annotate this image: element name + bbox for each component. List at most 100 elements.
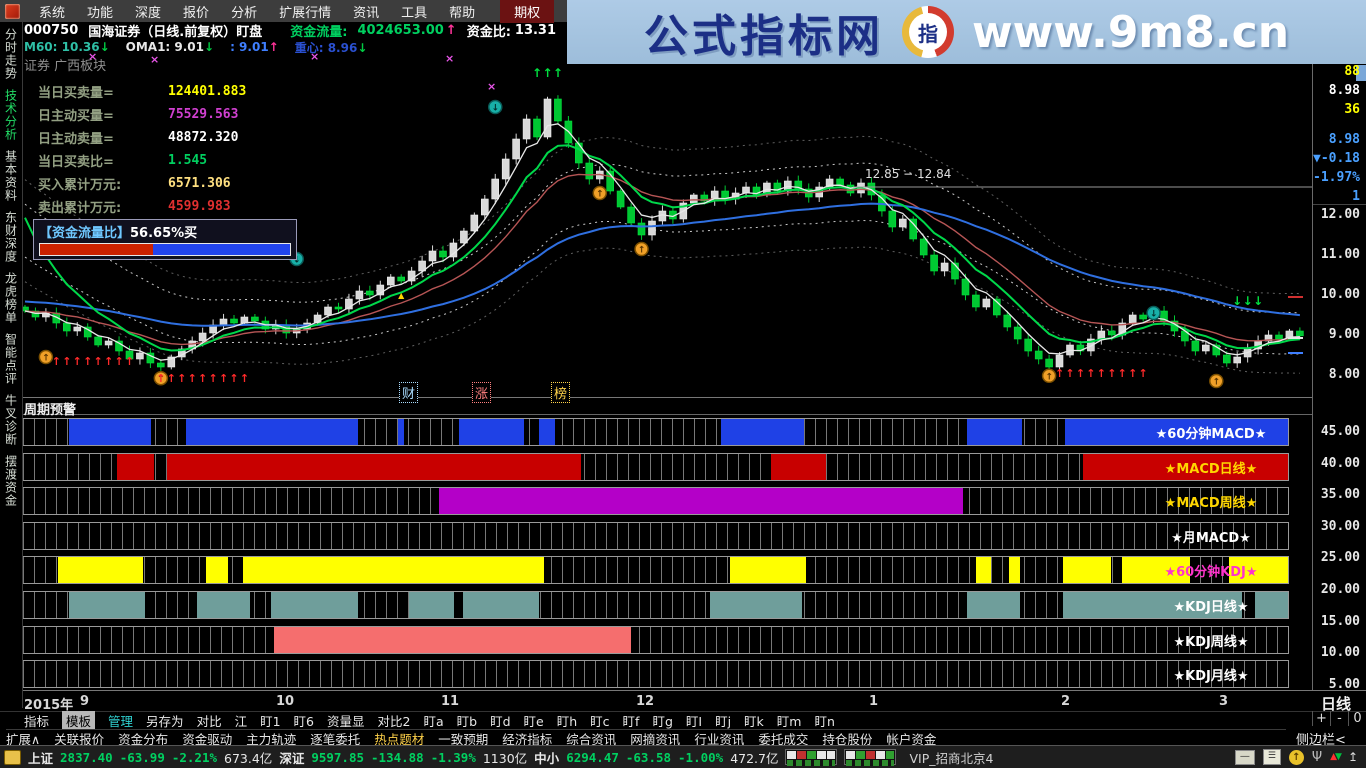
tab-委托成交[interactable]: 委托成交 — [758, 731, 809, 747]
tab-盯m[interactable]: 盯m — [776, 713, 802, 729]
candlestick-chart[interactable]: ↑↑↑↑↑↑↓↓↓↑ ↑ ↑ ↑ ↑ ↑ ↑ ↑↑ ↑ ↑ ↑ ↑ ↑ ↑ ↑ ↑ ↑ ↑ ↑ ↑ ↑ ↑ ↑ ↑ ↑↑ ↑ ↑↓ ↓… — [22, 64, 1314, 398]
tab-扩展∧[interactable]: 扩展∧ — [6, 731, 41, 747]
tab-盯d[interactable]: 盯d — [490, 713, 511, 729]
sidebar-item-龙虎榜单[interactable]: 龙虎榜单 — [3, 272, 18, 324]
sidebar-item-牛叉诊断[interactable]: 牛叉诊断 — [3, 394, 18, 446]
tab-盯k[interactable]: 盯k — [744, 713, 764, 729]
cross-mark-icon: × — [150, 53, 160, 66]
axis-price-marker — [1288, 352, 1303, 354]
tab-逐笔委托[interactable]: 逐笔委托 — [310, 731, 361, 747]
alert-axis-tick: 25.00 — [1320, 550, 1360, 565]
trend-arrow-icon: ↓ — [99, 40, 110, 54]
menu-item-资讯[interactable]: 资讯 — [353, 5, 380, 21]
tab-盯I[interactable]: 盯I — [685, 713, 703, 729]
ma-value: 重心: 8.96↓ — [294, 40, 368, 55]
sidebar-item-东财深度[interactable]: 东财深度 — [3, 211, 18, 263]
menu-item-扩展行情[interactable]: 扩展行情 — [279, 5, 332, 21]
tab-行业资讯[interactable]: 行业资讯 — [694, 731, 745, 747]
tab-盯1[interactable]: 盯1 — [260, 713, 281, 729]
sidebar-item-智能点评[interactable]: 智能点评 — [3, 333, 18, 385]
menu-item-报价[interactable]: 报价 — [183, 5, 210, 21]
tab-对比[interactable]: 对比 — [196, 713, 222, 729]
tab-模板[interactable]: 模板 — [62, 710, 96, 730]
menu-item-帮助[interactable]: 帮助 — [449, 5, 476, 21]
tab-管理[interactable]: 管理 — [108, 713, 134, 729]
money-flow-value: 4599.983 — [168, 199, 231, 214]
sidebar-item-技术分析[interactable]: 技术分析 — [3, 89, 18, 141]
alert-row-2: ★MACD日线★ — [22, 453, 1289, 481]
alert-icon[interactable]: ↥ — [1347, 750, 1358, 764]
tab-资金驱动[interactable]: 资金驱动 — [182, 731, 233, 747]
tab-关联报价[interactable]: 关联报价 — [54, 731, 105, 747]
hot-word[interactable]: 财 — [399, 382, 419, 403]
tab-综合资讯[interactable]: 综合资讯 — [566, 731, 617, 747]
tab-另存为[interactable]: 另存为 — [146, 713, 184, 729]
folder-icon[interactable] — [4, 749, 21, 765]
tab-江[interactable]: 江 — [234, 713, 248, 729]
alert-axis-tick: 45.00 — [1320, 424, 1360, 439]
tab-热点题材[interactable]: 热点题材 — [374, 731, 425, 747]
price-axis-tick: 11.00 — [1320, 247, 1360, 262]
tab-盯h[interactable]: 盯h — [556, 713, 578, 729]
minimize-icon[interactable]: — — [1234, 749, 1255, 765]
menu-item-分析[interactable]: 分析 — [231, 5, 258, 21]
menu-item-功能[interactable]: 功能 — [87, 5, 114, 21]
sidebar-item-基本资料[interactable]: 基本资料 — [3, 150, 18, 202]
tab-盯b[interactable]: 盯b — [456, 713, 478, 729]
updown-icon[interactable]: ▲▼ — [1330, 752, 1342, 762]
sidebar-item-摆渡资金[interactable]: 摆渡资金 — [3, 455, 18, 507]
tab-帐户资金[interactable]: 帐户资金 — [886, 731, 937, 747]
market-heat-widget[interactable] — [785, 749, 838, 766]
tab-盯n[interactable]: 盯n — [814, 713, 835, 729]
antenna-icon[interactable]: Ψ — [1311, 749, 1323, 765]
menu-bar: 系统 功能 深度 报价 分析 扩展行情 资讯 工具 帮助 期权 — [0, 0, 567, 23]
menu-item-深度[interactable]: 深度 — [135, 5, 162, 21]
svg-text:↑: ↑ — [208, 372, 217, 385]
tab-一致预期[interactable]: 一致预期 — [438, 731, 489, 747]
scrollbar-thumb[interactable] — [1356, 65, 1366, 81]
market-heat-widget[interactable] — [844, 749, 897, 766]
sidebar-item-分时走势[interactable]: 分时走势 — [3, 28, 18, 80]
zoom-in-button[interactable]: + — [1312, 711, 1330, 726]
fund-flow-label: 资金流量: — [290, 25, 348, 40]
svg-text:↑: ↑ — [1076, 367, 1085, 380]
tab-资量显[interactable]: 资量显 — [327, 713, 365, 729]
zoom-reset-button[interactable]: 0 — [1348, 711, 1366, 726]
menu-item-系统[interactable]: 系统 — [39, 5, 66, 21]
time-axis-label: 12 — [636, 694, 655, 709]
hot-word[interactable]: 榜 — [551, 382, 571, 403]
tab-经济指标[interactable]: 经济指标 — [502, 731, 553, 747]
svg-text:↑: ↑ — [1065, 367, 1074, 380]
app-logo-icon[interactable] — [5, 3, 20, 19]
period-label[interactable]: 日线 — [1320, 695, 1351, 713]
quote-value: ▼-0.18 — [1313, 151, 1360, 166]
left-sidebar: 分时走势技术分析基本资料东财深度龙虎榜单智能点评牛叉诊断摆渡资金 — [0, 22, 23, 708]
tab-盯f[interactable]: 盯f — [622, 713, 640, 729]
menu-item-期权[interactable]: 期权 — [500, 0, 555, 23]
coin-icon[interactable]: ↑ — [1288, 749, 1304, 765]
tab-对比2[interactable]: 对比2 — [377, 713, 411, 729]
alert-axis-tick: 15.00 — [1320, 614, 1360, 629]
tab-盯c[interactable]: 盯c — [590, 713, 610, 729]
sidebar-toggle[interactable]: 侧边栏< — [1296, 733, 1346, 748]
zoom-out-button[interactable]: - — [1330, 711, 1348, 726]
tab-盯e[interactable]: 盯e — [523, 713, 544, 729]
fund-flow-value: 4024653.00 — [357, 23, 444, 38]
tab-资金分布[interactable]: 资金分布 — [118, 731, 169, 747]
tab-主力轨迹[interactable]: 主力轨迹 — [246, 731, 297, 747]
menu-item-工具[interactable]: 工具 — [401, 5, 428, 21]
ma-indicator-row: M60: 10.36↓ OMA1: 9.01↓: 9.01↑ 重心: 8.96↓ — [24, 39, 367, 55]
tab-盯g[interactable]: 盯g — [652, 713, 673, 729]
tab-盯j[interactable]: 盯j — [715, 713, 732, 729]
tab-指标[interactable]: 指标 — [24, 713, 50, 729]
tab-持仓股份[interactable]: 持仓股份 — [822, 731, 873, 747]
hot-word[interactable]: 涨 — [472, 382, 492, 403]
tab-盯6[interactable]: 盯6 — [293, 713, 314, 729]
quote-value: 1 — [1352, 189, 1360, 204]
time-axis-label: 1 — [869, 694, 879, 709]
svg-text:↑: ↑ — [532, 66, 542, 80]
svg-text:↑: ↑ — [125, 355, 134, 368]
tab-盯a[interactable]: 盯a — [423, 713, 444, 729]
list-icon[interactable]: ☰ — [1262, 749, 1281, 765]
tab-网摘资讯[interactable]: 网摘资讯 — [630, 731, 681, 747]
